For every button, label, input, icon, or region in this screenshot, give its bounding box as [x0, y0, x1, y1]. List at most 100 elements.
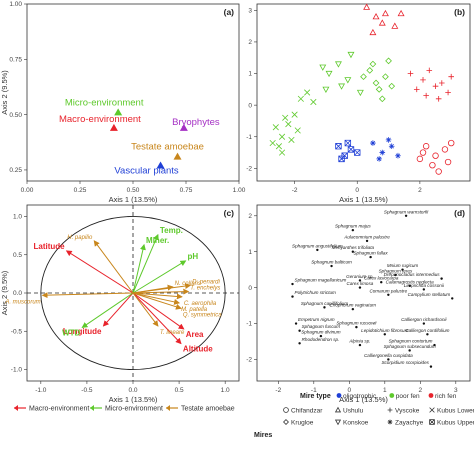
- species-label: Mnium rugicum: [387, 263, 419, 268]
- x-tick-label: 0.5: [175, 387, 184, 394]
- vector-label: Miner.: [146, 236, 169, 245]
- legend-label: Micro-environment: [105, 406, 163, 413]
- species-point: [426, 333, 429, 336]
- mire-label: Ushulu: [343, 407, 364, 414]
- site-point: [334, 61, 342, 68]
- species-point: [316, 248, 319, 252]
- site-point: [413, 86, 420, 93]
- plot-frame: [26, 3, 240, 182]
- species-point: [369, 255, 372, 259]
- point-label: Bryophytes: [172, 117, 220, 128]
- vector-label: Q. symmetrica: [183, 312, 222, 318]
- mire-label: Vyscoke: [395, 407, 420, 414]
- mire-type-dot: [428, 393, 434, 398]
- species-point: [351, 250, 355, 253]
- site-point: [439, 80, 445, 86]
- species-label: Menyanthes trifoliata: [332, 245, 375, 250]
- mire-marker: [283, 407, 289, 413]
- site-point: [278, 149, 286, 156]
- x-axis-label: Axis 1 (13.5%): [339, 395, 388, 404]
- site-point: [426, 67, 433, 74]
- x-tick-label: 2: [418, 187, 422, 194]
- y-tick-label: -1: [246, 134, 252, 141]
- panel-label: (c): [224, 208, 235, 218]
- site-point: [448, 139, 455, 147]
- species-label: Polytrichum strictum: [295, 290, 337, 295]
- site-point: [432, 152, 439, 159]
- x-axis-label: Axis 1 (13.5%): [109, 195, 158, 204]
- species-point: [433, 343, 436, 347]
- y-tick-label: 0.50: [9, 112, 22, 119]
- point-vascular-plants: [156, 161, 165, 169]
- site-point: [344, 77, 352, 84]
- species-label: Carex limosa: [347, 281, 374, 286]
- mire-type-title: Mire type: [300, 393, 331, 400]
- site-point: [335, 143, 342, 150]
- species-point: [294, 322, 298, 325]
- species-point: [380, 281, 383, 284]
- site-point: [448, 73, 455, 80]
- species-point: [429, 365, 433, 368]
- species-label: Lepidotichium fibrosum: [361, 328, 408, 333]
- species-point: [422, 288, 426, 291]
- mire-label: Krugloe: [291, 419, 314, 426]
- legend-arrowhead: [90, 405, 94, 411]
- species-label: Geranium sp.: [346, 274, 374, 279]
- species-label: Alpinia sp.: [348, 339, 370, 344]
- site-point: [445, 89, 451, 96]
- species-point: [330, 264, 333, 268]
- x-tick-label: 0: [347, 387, 351, 394]
- species-label: Aulacomnium palustre: [343, 234, 390, 239]
- x-tick-label: -0.5: [81, 387, 93, 394]
- site-point: [282, 114, 289, 121]
- mire-marker: [429, 419, 435, 425]
- species-point: [422, 322, 426, 325]
- x-axis-label: Axis 1 (13.5%): [339, 195, 388, 204]
- site-point: [310, 98, 317, 106]
- site-point: [291, 111, 298, 118]
- species-label: Calliergon richardsonii: [401, 317, 447, 322]
- x-tick-label: 0.50: [127, 187, 140, 194]
- site-point: [338, 155, 345, 163]
- mire-marker: [387, 407, 393, 413]
- site-point: [378, 19, 386, 26]
- species-label: Calamagrostis neglecta: [386, 279, 434, 284]
- vector-label: T. enchelys: [190, 285, 220, 291]
- vector-arrow: [81, 292, 134, 328]
- x-tick-label: 0.75: [180, 187, 193, 194]
- site-point: [304, 89, 311, 96]
- site-point: [385, 137, 392, 143]
- vector-label: Area: [186, 330, 204, 339]
- species-point: [404, 214, 408, 217]
- y-tick-label: 0.0: [13, 290, 22, 297]
- vector-label: C. aerophila: [184, 301, 217, 307]
- site-point: [297, 95, 304, 102]
- site-point: [435, 96, 442, 102]
- vector-label: Longitude: [63, 327, 102, 336]
- vector-arrow: [132, 283, 192, 294]
- vector-arrow: [132, 292, 183, 300]
- species-point: [383, 333, 386, 336]
- species-point: [291, 295, 294, 298]
- x-tick-label: 1.00: [233, 187, 246, 194]
- point-micro-environment: [114, 108, 123, 116]
- species-label: Drepanocladus intermedius: [384, 272, 441, 277]
- site-point: [422, 143, 430, 150]
- site-point: [382, 73, 389, 81]
- y-tick-label: 1.0: [13, 214, 22, 221]
- site-point: [347, 146, 355, 153]
- x-tick-label: 1: [383, 387, 387, 394]
- vector-label: WTD: [62, 328, 80, 337]
- x-tick-label: 3: [454, 387, 458, 394]
- site-point: [381, 9, 389, 17]
- species-point: [387, 358, 390, 361]
- species-label: Sphagnum subsecundum: [384, 344, 436, 349]
- site-point: [407, 70, 414, 77]
- mire-type-label: oligotrophic: [343, 393, 377, 400]
- site-point: [388, 143, 395, 150]
- species-point: [358, 343, 362, 347]
- vector-arrow: [132, 243, 146, 294]
- site-point: [397, 9, 405, 17]
- plot-frame: [256, 204, 471, 382]
